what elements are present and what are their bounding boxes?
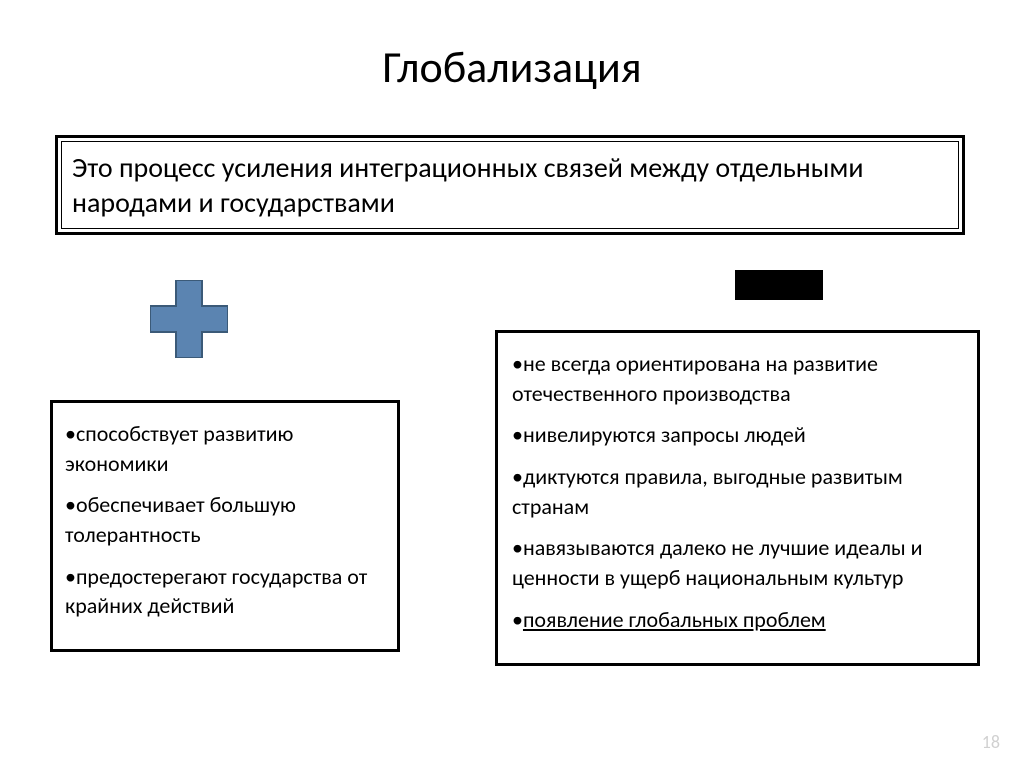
slide-title: Глобализация	[0, 40, 1024, 94]
list-item: обеспечивает большую толерантность	[65, 490, 385, 549]
list-item: не всегда ориентирована на развитие отеч…	[512, 349, 963, 408]
list-item: диктуются правила, выгодные развитым стр…	[512, 462, 963, 521]
pros-list: способствует развитию экономики обеспечи…	[65, 419, 385, 621]
list-item: предостерегают государства от крайних де…	[65, 562, 385, 621]
pros-box: способствует развитию экономики обеспечи…	[50, 400, 400, 652]
list-item: нивелируются запросы людей	[512, 420, 963, 450]
plus-shape	[150, 280, 228, 358]
minus-icon	[735, 270, 823, 300]
page-number: 18	[982, 731, 1000, 753]
definition-text: Это процесс усиления интеграционных связ…	[72, 150, 863, 220]
definition-box: Это процесс усиления интеграционных связ…	[55, 135, 965, 235]
cons-box: не всегда ориентирована на развитие отеч…	[495, 330, 980, 666]
list-item: способствует развитию экономики	[65, 419, 385, 478]
cons-list: не всегда ориентирована на развитие отеч…	[512, 349, 963, 635]
plus-icon	[150, 280, 228, 358]
list-item: появление глобальных проблем	[512, 605, 963, 635]
slide: Глобализация Это процесс усиления интегр…	[0, 0, 1024, 767]
list-item: навязываются далеко не лучшие идеалы и ц…	[512, 533, 963, 592]
underlined-text: появление глобальных проблем	[523, 606, 826, 633]
